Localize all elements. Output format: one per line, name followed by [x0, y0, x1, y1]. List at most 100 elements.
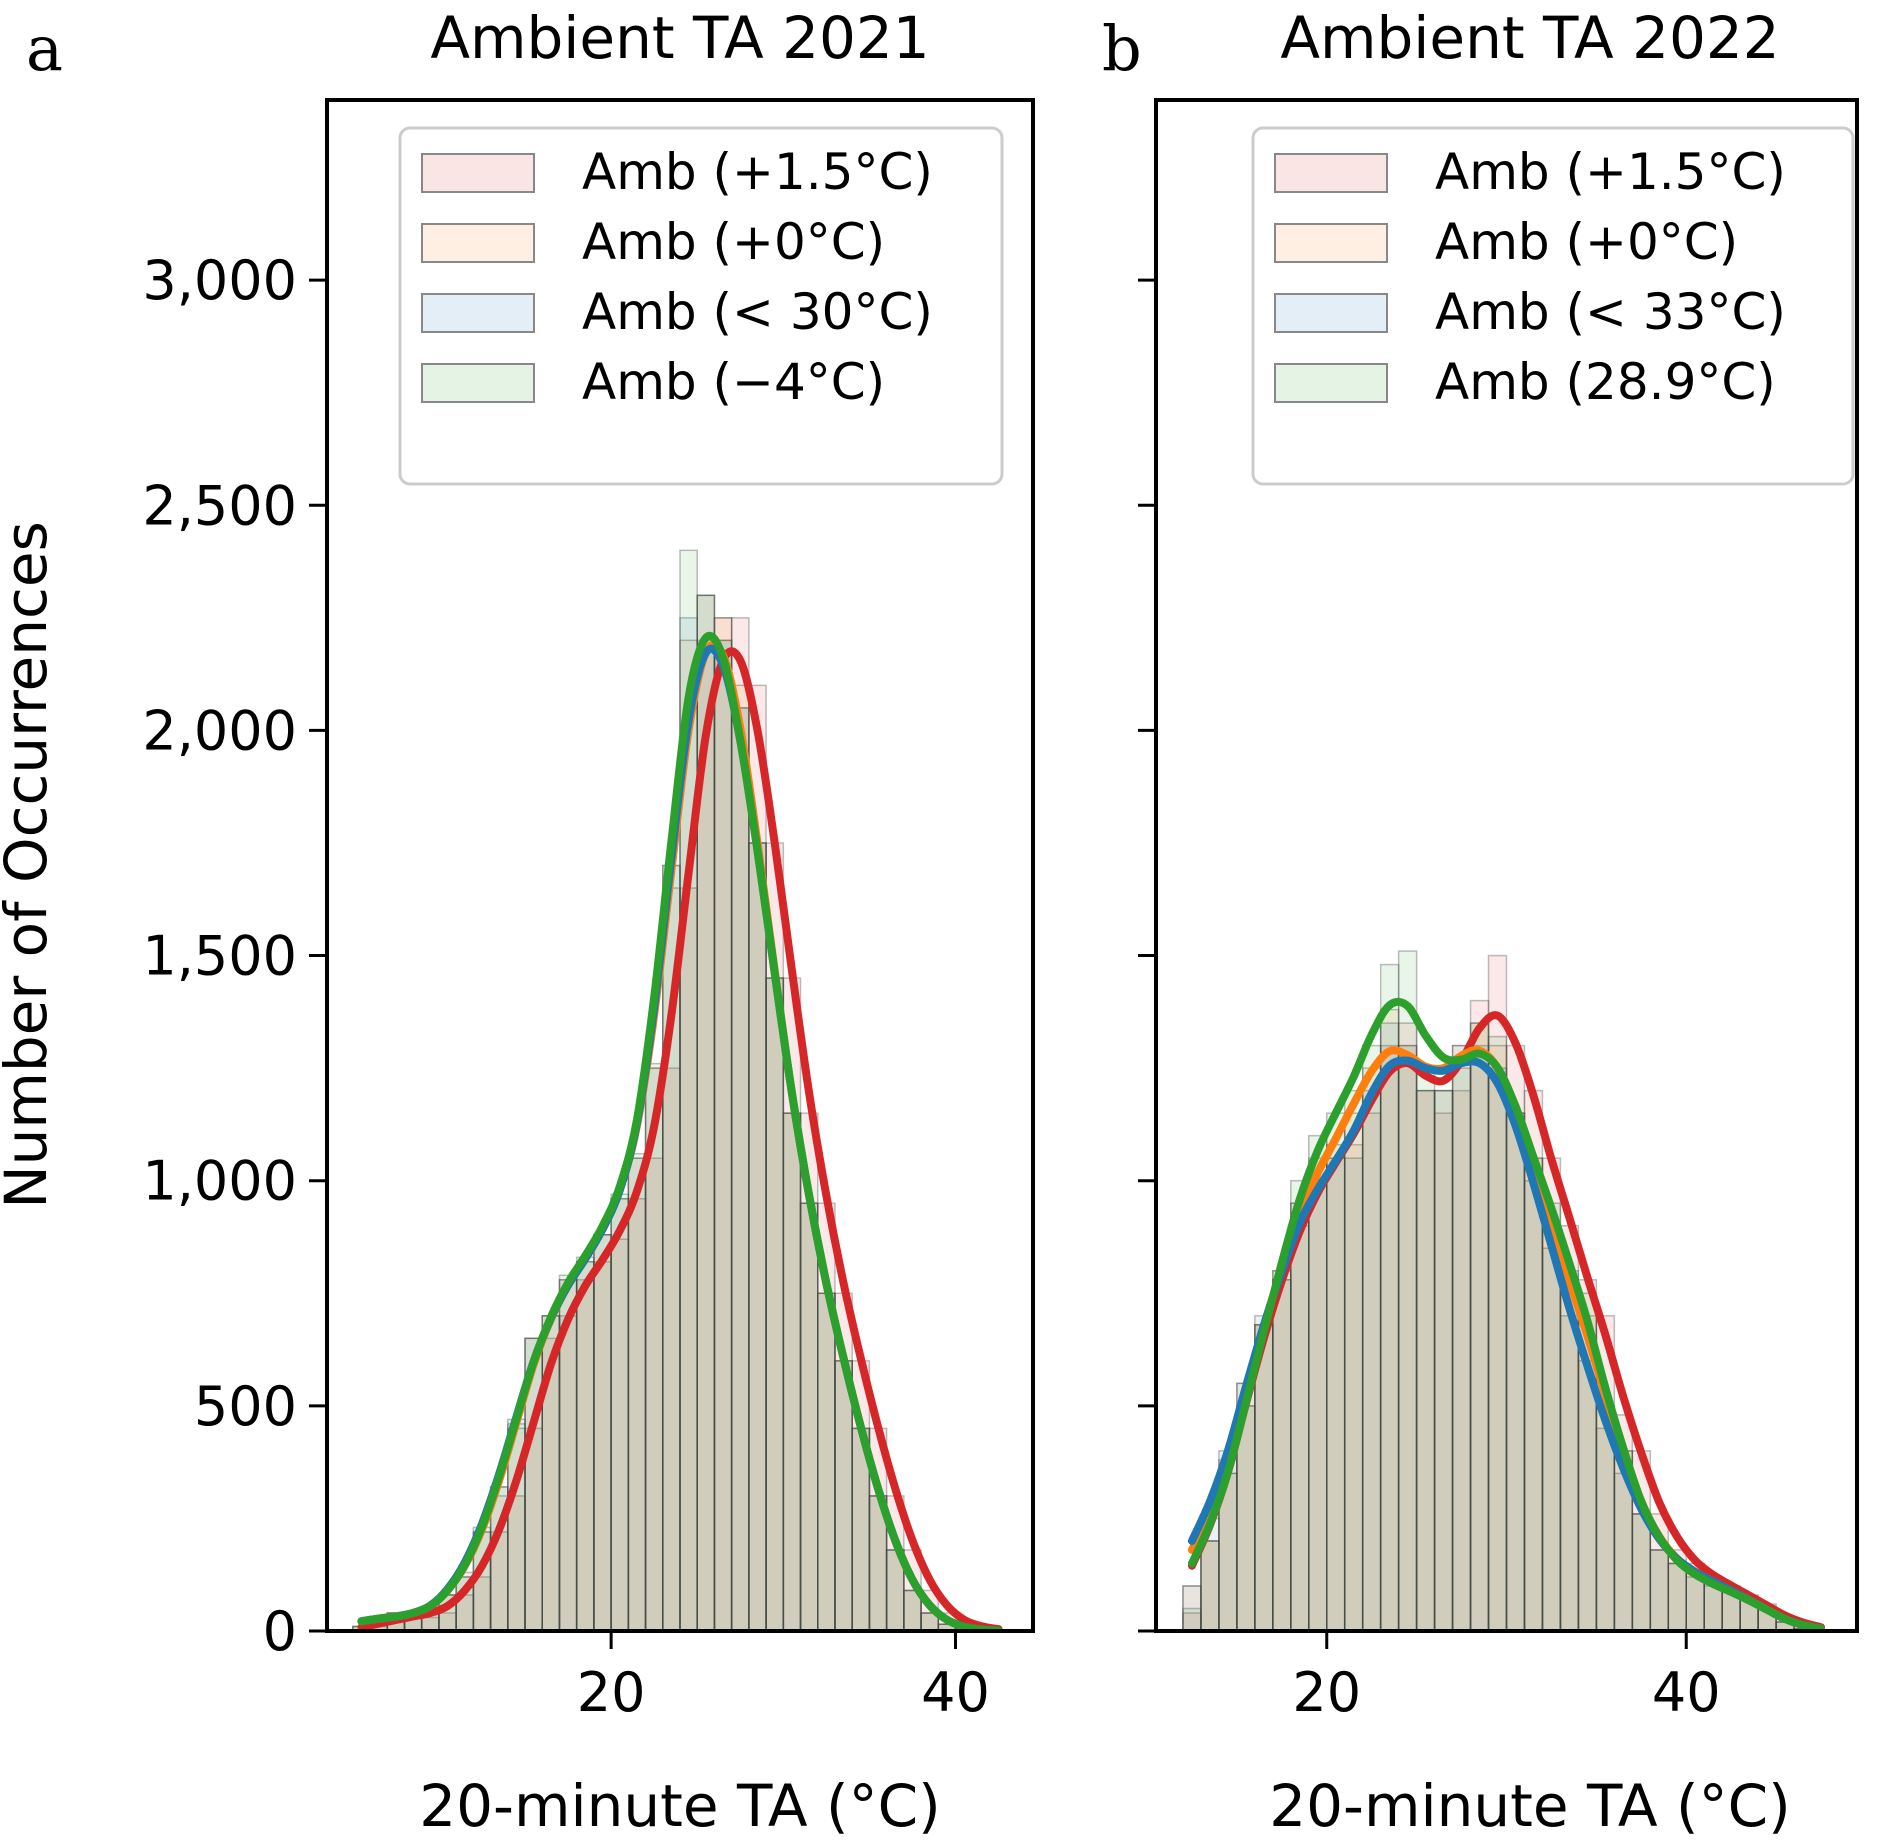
y-tick-label-3000: 3,000	[142, 249, 297, 312]
bar-amb-1-5-c-16	[541, 1337, 561, 1631]
panel-a-frame	[325, 98, 1035, 1633]
bar-amb-28-9-c-24	[1397, 950, 1418, 1631]
bar-amb-0-c-25	[696, 594, 716, 1631]
panel-b-x-ticks: 20 40	[1292, 1631, 1721, 1724]
bar-amb-28-9-c-37	[1631, 1513, 1652, 1631]
x-tick-label-20: 20	[1292, 1661, 1361, 1724]
bar-amb-30-c-22	[644, 1067, 664, 1631]
bar-amb-33-c-26	[1433, 1089, 1454, 1631]
bar-amb-30-c-26	[713, 639, 733, 1631]
y-tick-label-1500: 1,500	[142, 925, 297, 988]
panel-b-frame	[1154, 98, 1859, 1633]
bar-amb-28-9-c-41	[1703, 1585, 1723, 1631]
panel-a-letter: a	[26, 12, 63, 85]
bar-amb-1-5-c-23	[1379, 1044, 1400, 1631]
bar-amb-4-c-18	[575, 1256, 595, 1631]
bar-amb-28-9-c-27	[1451, 1067, 1472, 1631]
panel-b-legend-box	[1251, 126, 1855, 486]
bar-amb-30-c-21	[627, 1157, 647, 1631]
bar-amb-33-c-23	[1379, 1022, 1400, 1631]
legend-label-amb-1-5-c: Amb (+1.5°C)	[582, 143, 933, 201]
bar-amb-1-5-c-23	[662, 1067, 681, 1631]
bar-amb-28-9-c-17	[1272, 1270, 1292, 1631]
bar-amb-28-9-c-31	[1523, 1157, 1544, 1631]
panel-a-y-ticks: 0 500 1,000 1,500 2,000 2,500 3,000	[142, 249, 327, 1663]
legend-swatch-amb-1-5-c	[1274, 153, 1388, 193]
bar-amb-28-9-c-20	[1326, 1112, 1346, 1631]
legend-label-amb-28-9-c: Amb (28.9°C)	[1435, 353, 1776, 411]
bar-amb-33-c-21	[1343, 1157, 1364, 1631]
y-axis-label: Number of Occurrences	[0, 521, 60, 1209]
y-tick-label-2000: 2,000	[142, 699, 297, 762]
bar-amb-28-9-c-28	[1469, 1022, 1490, 1631]
panel-b: b Ambient TA 2022 20 40 Amb (+1.5°C)Amb (…	[1102, 4, 1859, 1840]
bar-amb-28-9-c-22	[1361, 1044, 1382, 1631]
bar-amb-28-9-c-39	[1667, 1562, 1687, 1631]
panel-a-kde-lines	[357, 631, 1003, 1631]
x-tick-label-40: 40	[921, 1661, 990, 1724]
bar-amb-4-c-27	[730, 707, 750, 1631]
legend-swatch-amb-0-c	[421, 223, 535, 263]
panel-a-x-axis-label: 20-minute TA (°C)	[419, 1772, 941, 1840]
kde-line-amb-4-c	[357, 631, 1003, 1631]
bar-amb-0-c-29	[1487, 1044, 1508, 1631]
bar-amb-1-5-c-25	[1415, 1089, 1436, 1631]
panel-b-legend: Amb (+1.5°C) Amb (+0°C) Amb (< 33°C) Amb (2…	[1251, 126, 1855, 486]
bar-amb-4-c-30	[782, 1112, 802, 1631]
bar-amb-28-9-c-18	[1290, 1179, 1310, 1631]
bar-amb-0-c-24	[1397, 1044, 1418, 1631]
y-tick-label-0: 0	[263, 1600, 297, 1663]
panel-a: a Ambient TA 2021 0 500 1,000 1,500 2,000 2,5…	[26, 4, 1035, 1840]
legend-label-amb-1-5-c: Amb (+1.5°C)	[1435, 143, 1786, 201]
bar-amb-1-5-c-26	[1433, 1112, 1454, 1631]
panel-a-title: Ambient TA 2021	[430, 4, 929, 72]
legend-label-amb-0-c: Amb (+0°C)	[582, 213, 885, 271]
bar-amb-33-c-24	[1397, 1044, 1418, 1631]
bar-amb-0-c-21	[1343, 1112, 1364, 1631]
bar-amb-28-9-c-13	[1200, 1540, 1220, 1631]
bar-amb-0-c-26	[713, 617, 733, 1631]
bar-amb-0-c-27	[730, 684, 750, 1631]
bar-amb-30-c-25	[696, 594, 716, 1631]
y-tick-label-500: 500	[194, 1375, 297, 1438]
bar-amb-4-c-33	[834, 1360, 853, 1631]
bar-amb-4-c-22	[644, 1062, 664, 1631]
legend-label-amb-30-c: Amb (< 30°C)	[582, 283, 933, 341]
bar-amb-28-9-c-26	[1433, 1089, 1454, 1631]
panel-a-legend-box	[398, 126, 1004, 486]
bar-amb-4-c-29	[765, 977, 785, 1631]
bar-amb-1-5-c-22	[1361, 1112, 1382, 1631]
bar-amb-0-c-22	[644, 1067, 664, 1631]
legend-label-amb-33-c: Amb (< 33°C)	[1435, 283, 1786, 341]
x-tick-label-40: 40	[1652, 1661, 1721, 1724]
panel-b-y-ticks	[1138, 278, 1156, 1633]
panel-a-bars	[352, 549, 991, 1631]
x-tick-label-20: 20	[577, 1661, 646, 1724]
bar-amb-4-c-21	[627, 1152, 647, 1631]
bar-amb-4-c-25	[696, 594, 716, 1631]
bar-amb-28-9-c-30	[1505, 1112, 1526, 1631]
bar-amb-4-c-19	[593, 1233, 612, 1631]
bar-amb-33-c-25	[1415, 1089, 1436, 1631]
bar-amb-1-5-c-29	[1487, 954, 1508, 1631]
legend-label-amb-0-c: Amb (+0°C)	[1435, 213, 1738, 271]
bar-amb-4-c-26	[713, 639, 733, 1631]
panel-a-x-ticks: 20 40	[577, 1631, 990, 1724]
bar-amb-1-5-c-28	[748, 684, 767, 1631]
bar-amb-28-9-c-12	[1182, 1607, 1202, 1631]
bar-amb-28-9-c-29	[1487, 1035, 1508, 1631]
legend-swatch-amb-30-c	[421, 293, 535, 333]
bar-amb-28-9-c-40	[1685, 1576, 1705, 1631]
bar-amb-28-9-c-23	[1379, 963, 1400, 1631]
bar-amb-1-5-c-9	[420, 1616, 440, 1631]
panel-b-x-axis-label: 20-minute TA (°C)	[1269, 1772, 1791, 1840]
bar-amb-4-c-28	[748, 842, 767, 1631]
legend-label-amb-4-c: Amb (−4°C)	[582, 353, 885, 411]
bar-amb-1-5-c-21	[1343, 1143, 1364, 1631]
bar-amb-4-c-32	[817, 1292, 836, 1631]
bar-amb-0-c-21	[627, 1157, 647, 1631]
bar-amb-1-5-c-27	[730, 617, 750, 1631]
kde-line-amb-1-5-c	[357, 647, 1003, 1631]
bar-amb-30-c-38	[920, 1612, 940, 1631]
